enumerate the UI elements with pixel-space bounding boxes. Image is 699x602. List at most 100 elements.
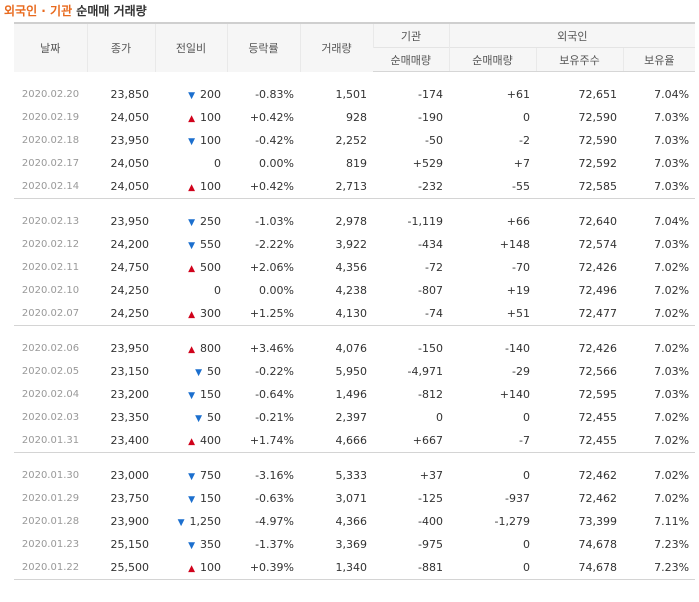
cell-inst-net: -125 <box>418 492 443 505</box>
arrow-down-icon: ▼ <box>188 495 195 505</box>
cell-rate: -1.03% <box>255 215 294 228</box>
cell-rate: +0.42% <box>227 175 300 199</box>
change-value: 100 <box>200 180 221 193</box>
table-row: 2020.02.06 23,950 ▲ 800 +3.46% 4,076 -150 -140 7… <box>14 337 695 360</box>
col-header-rate: 등락률 <box>226 22 300 72</box>
cell-date: 2020.01.22 <box>14 556 87 580</box>
cell-foreign-net: 0 <box>523 411 530 424</box>
cell-rate: +0.39% <box>227 556 300 580</box>
cell-date: 2020.02.11 <box>21 262 80 273</box>
cell-ratio: 7.11% <box>654 515 690 528</box>
col-header-close: 종가 <box>86 22 155 72</box>
cell-change: ▼ 750 <box>155 464 227 487</box>
investor-trading-table: 날짜 종가 전일비 등락률 거래량 기관 외국인 순매매량 순매매량 보유주수 … <box>14 22 696 580</box>
table-row: 2020.02.07 24,250 ▲ 300 +1.25% 4,130 -74 +51 72,… <box>14 302 696 326</box>
arrow-up-icon: ▲ <box>188 345 195 355</box>
cell-change: ▼ 200 <box>155 83 227 106</box>
cell-inst-net: -150 <box>418 342 443 355</box>
cell-rate: -0.63% <box>255 492 294 505</box>
cell-change: ▼ 250 <box>155 210 227 233</box>
cell-inst-net: -174 <box>418 88 443 101</box>
cell-holdings: 72,455 <box>578 411 618 424</box>
cell-close: 23,950 <box>110 342 150 355</box>
col-header-change: 전일비 <box>154 22 227 72</box>
cell-volume: 1,501 <box>335 88 368 101</box>
cell-foreign-net: +66 <box>506 215 530 228</box>
cell-close: 24,750 <box>110 261 150 274</box>
cell-foreign-net: -140 <box>505 342 530 355</box>
cell-volume: 3,369 <box>335 538 368 551</box>
cell-close: 24,050 <box>87 175 155 199</box>
arrow-up-icon: ▲ <box>188 114 195 124</box>
cell-change: ▲ 800 <box>155 337 227 360</box>
cell-close: 23,200 <box>110 388 150 401</box>
change-value: 100 <box>200 111 221 124</box>
cell-ratio: 7.04% <box>654 88 690 101</box>
cell-volume: 3,922 <box>335 238 368 251</box>
arrow-up-icon: ▲ <box>188 264 195 274</box>
cell-inst-net: -50 <box>425 134 443 147</box>
cell-close: 23,000 <box>110 469 150 482</box>
cell-volume: 1,340 <box>300 556 373 580</box>
cell-holdings: 72,590 <box>578 134 618 147</box>
cell-foreign-net: -7 <box>449 429 536 453</box>
cell-ratio: 7.02% <box>654 492 690 505</box>
table-row: 2020.01.23 25,150 ▼ 350 -1.37% 3,369 -975 0 74,6… <box>14 533 695 556</box>
cell-ratio: 7.02% <box>654 469 690 482</box>
cell-holdings: 73,399 <box>578 515 618 528</box>
table-row: 2020.01.22 25,500 ▲ 100 +0.39% 1,340 -881 0 74,6… <box>14 556 696 580</box>
arrow-up-icon: ▲ <box>188 183 195 193</box>
cell-date: 2020.02.13 <box>21 216 80 227</box>
cell-inst-net: -434 <box>418 238 443 251</box>
cell-ratio: 7.23% <box>623 556 696 580</box>
arrow-up-icon: ▲ <box>188 310 195 320</box>
change-value: 250 <box>200 215 221 228</box>
cell-holdings: 74,678 <box>578 538 618 551</box>
cell-inst-net: -807 <box>418 284 443 297</box>
cell-ratio: 7.23% <box>654 538 690 551</box>
table-row: 2020.02.17 24,050 0 0.00% 819 +529 +7 72,592 7.0… <box>14 152 695 175</box>
cell-volume: 4,076 <box>335 342 368 355</box>
cell-holdings: 72,455 <box>536 429 623 453</box>
cell-volume: 4,366 <box>335 515 368 528</box>
cell-volume: 2,713 <box>300 175 373 199</box>
cell-date: 2020.02.04 <box>21 389 80 400</box>
cell-inst-net: -975 <box>418 538 443 551</box>
cell-foreign-net: -1,279 <box>494 515 530 528</box>
cell-foreign-net: +61 <box>506 88 530 101</box>
arrow-down-icon: ▼ <box>188 541 195 551</box>
cell-volume: 5,950 <box>335 365 368 378</box>
arrow-down-icon: ▼ <box>188 472 195 482</box>
cell-inst-net: +529 <box>412 157 443 170</box>
cell-ratio: 7.03% <box>654 238 690 251</box>
cell-foreign-net: 0 <box>523 111 530 124</box>
arrow-down-icon: ▼ <box>188 218 195 228</box>
cell-change: ▼ 150 <box>155 487 227 510</box>
arrow-down-icon: ▼ <box>195 368 202 378</box>
cell-inst-net: -232 <box>373 175 449 199</box>
cell-holdings: 72,574 <box>578 238 618 251</box>
cell-foreign-net: 0 <box>523 469 530 482</box>
table-row: 2020.02.11 24,750 ▲ 500 +2.06% 4,356 -72 -70 72,… <box>14 256 695 279</box>
table-row: 2020.02.05 23,150 ▼ 50 -0.22% 5,950 -4,971 -29 7… <box>14 360 695 383</box>
arrow-down-icon: ▼ <box>195 414 202 424</box>
cell-foreign-net: +148 <box>499 238 530 251</box>
cell-holdings: 72,585 <box>536 175 623 199</box>
change-value: 150 <box>200 388 221 401</box>
cell-ratio: 7.03% <box>623 175 696 199</box>
cell-date: 2020.01.31 <box>14 429 87 453</box>
cell-date: 2020.01.29 <box>21 493 80 504</box>
col-group-institution: 기관 <box>372 22 449 48</box>
cell-ratio: 7.04% <box>654 215 690 228</box>
row-spacer <box>14 326 695 338</box>
cell-holdings: 72,651 <box>578 88 618 101</box>
change-value: 50 <box>207 365 221 378</box>
cell-inst-net: -190 <box>418 111 443 124</box>
cell-close: 24,250 <box>87 302 155 326</box>
cell-close: 23,400 <box>87 429 155 453</box>
cell-holdings: 72,566 <box>578 365 618 378</box>
cell-inst-net: -1,119 <box>407 215 443 228</box>
cell-change: ▼ 50 <box>155 406 227 429</box>
arrow-down-icon: ▼ <box>188 91 195 101</box>
cell-change: ▼ 550 <box>155 233 227 256</box>
